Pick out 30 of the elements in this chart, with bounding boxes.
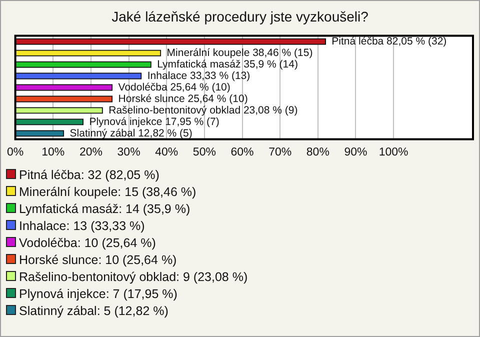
x-tick-label: 30% [117, 146, 140, 158]
x-tick-label: 20% [79, 146, 102, 158]
text: Lymfatická masáž: 14 (35,9 %) [19, 202, 190, 216]
x-tick-label: 40% [155, 146, 178, 158]
category-label: Slatinný zábal 12,82 % (5) [70, 127, 192, 140]
x-tick-label: 100% [378, 146, 408, 158]
category-label: Plynová injekce 17,95 % (7) [89, 116, 220, 128]
category-label: Vodoléčba 25,64 % (10) [118, 81, 230, 94]
x-tick-label: 60% [230, 146, 254, 158]
category-label: Minerální koupele 38,46 % (15) [166, 46, 313, 59]
x-tick-label: 90% [344, 146, 368, 158]
text: Horské slunce: 10 (25,64 %) [19, 253, 177, 267]
x-tick-label: 10% [42, 146, 65, 158]
text: Rašelino-bentonitový obklad: 9 (23,08 %) [19, 270, 248, 284]
text: Inhalace: 13 (33,33 %) [19, 219, 145, 233]
x-tick-label: 0% [7, 146, 24, 158]
text: Plynová injekce: 7 (17,95 %) [19, 287, 178, 301]
text: Pitná léčba: 32 (82,05 %) [19, 168, 160, 182]
x-tick-label: 80% [306, 146, 330, 158]
text: Minerální koupele: 15 (38,46 %) [19, 185, 196, 199]
category-label: Inhalace 33,33 % (13) [147, 70, 250, 82]
x-tick-label: 70% [268, 146, 292, 158]
category-label: Rašelino-bentonitový obklad 23,08 % (9) [108, 104, 298, 116]
text: Vodoléčba: 10 (25,64 %) [19, 236, 156, 250]
chart-title: Jaké lázeňské procedury jste vyzkoušeli? [112, 8, 369, 24]
category-label: Pitná léčba 82,05 % (32) [332, 35, 447, 48]
x-tick-label: 50% [192, 146, 216, 158]
category-label: Lymfatická masáž 35,9 % (14) [157, 58, 298, 70]
category-label: Horské slunce 25,64 % (10) [118, 92, 248, 105]
text: Slatinný zábal: 5 (12,82 %) [19, 304, 168, 318]
